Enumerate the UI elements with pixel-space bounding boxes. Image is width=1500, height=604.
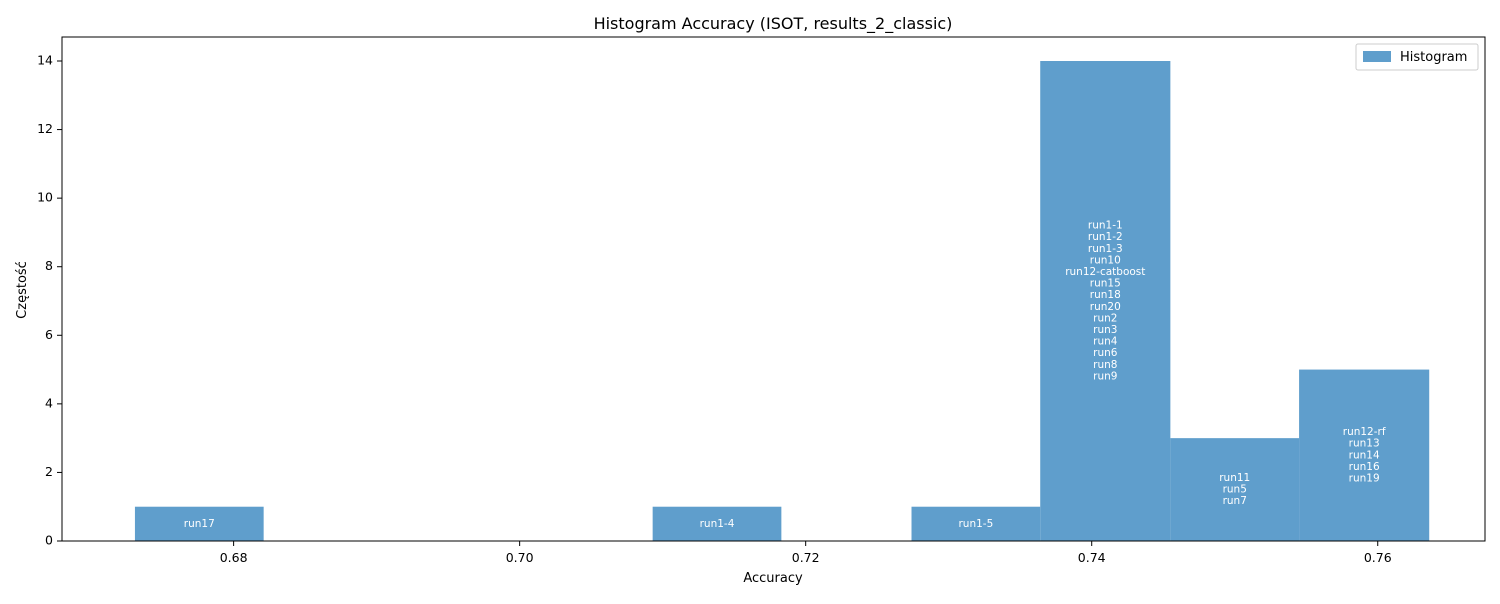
bar-run-label: run16: [1349, 461, 1380, 473]
legend-box: [1355, 43, 1479, 71]
bar-run-label: run4: [1093, 336, 1118, 348]
x-tick-label: 0.68: [220, 550, 248, 565]
x-axis-label: Accuracy: [743, 571, 803, 586]
axes-frame: [61, 36, 1486, 542]
y-axis-ticks: 0 2 4 6 8 10 12 14: [37, 53, 62, 548]
bar-run-label: run9: [1093, 370, 1117, 382]
bar-run-label: run6: [1093, 347, 1118, 359]
y-axis-label: Częstość: [15, 261, 30, 319]
histogram-bar: [1040, 61, 1171, 541]
histogram-bar: [1299, 369, 1430, 541]
bar-run-label: run12-rf: [1343, 426, 1386, 438]
legend-swatch: [1363, 51, 1391, 62]
y-tick-label: 4: [45, 395, 53, 410]
x-axis-ticks: 0.68 0.70 0.72 0.74 0.76: [220, 541, 1392, 565]
y-tick-label: 2: [45, 464, 53, 479]
bar-run-label: run1-5: [958, 518, 993, 530]
bar-run-label: run5: [1223, 484, 1247, 496]
bar-run-label: run8: [1093, 359, 1117, 371]
y-tick-label: 12: [37, 121, 53, 136]
bar-run-label: run1-4: [700, 518, 735, 530]
x-tick-label: 0.70: [506, 550, 534, 565]
y-tick-label: 0: [45, 533, 53, 548]
bar-run-label: run19: [1349, 472, 1380, 484]
x-tick-label: 0.76: [1364, 550, 1392, 565]
bar-run-label: run1-3: [1088, 243, 1123, 255]
y-tick-label: 14: [37, 53, 53, 68]
bar-run-label: run1-1: [1088, 220, 1123, 232]
bar-run-label: run2: [1093, 312, 1117, 324]
bar-run-label: run18: [1090, 289, 1121, 301]
bar-run-label: run10: [1090, 254, 1121, 266]
bars-group: [134, 61, 1430, 541]
chart-title: Histogram Accuracy (ISOT, results_2_clas…: [594, 14, 953, 34]
bar-run-label: run11: [1219, 472, 1250, 484]
bar-labels-group: run17 run1-4 run1-5 run1-1run1-2run1-3run10…: [184, 220, 1386, 530]
bar-run-label: run20: [1090, 301, 1121, 313]
y-tick-label: 8: [45, 258, 53, 273]
y-tick-label: 6: [45, 327, 53, 342]
legend: Histogram: [1355, 43, 1479, 71]
bar-run-label: run3: [1093, 324, 1117, 336]
legend-label: Histogram: [1400, 50, 1467, 65]
histogram-bar: [652, 506, 782, 541]
x-tick-label: 0.74: [1078, 550, 1106, 565]
bar-run-label: run1-2: [1088, 231, 1123, 243]
bar-run-label: run14: [1349, 449, 1380, 461]
bar-run-label: run13: [1349, 438, 1380, 450]
bar-run-label: run7: [1223, 495, 1247, 507]
histogram-bar: [911, 506, 1041, 541]
histogram-bar: [1170, 438, 1300, 541]
bar-run-label: run15: [1090, 278, 1121, 290]
histogram-bar: [134, 506, 264, 541]
x-tick-label: 0.72: [792, 550, 820, 565]
y-tick-label: 10: [37, 190, 53, 205]
bar-run-label: run12-catboost: [1065, 266, 1145, 278]
bar-run-label: run17: [184, 518, 215, 530]
